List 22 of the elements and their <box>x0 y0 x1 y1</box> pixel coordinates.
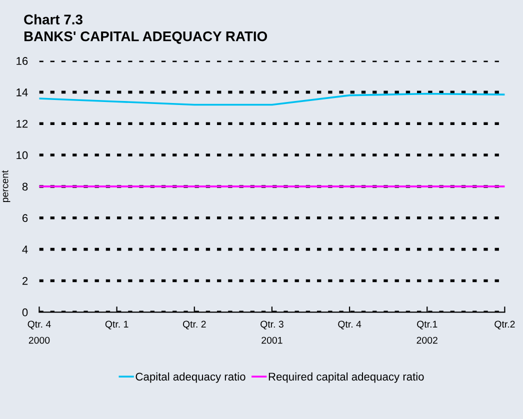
line-series <box>39 92 505 106</box>
chart-subtitle: BANKS' CAPITAL ADEQUACY RATIO <box>24 31 268 44</box>
x-tick-label: Qtr.1 2002 <box>416 320 438 344</box>
x-tick-label: Qtr. 1 <box>105 320 128 330</box>
x-tick-label: Qtr. 4 2000 <box>28 320 51 344</box>
y-tick-label: 10 <box>16 151 28 160</box>
y-tick-label: 8 <box>22 182 28 191</box>
y-tick-label: 6 <box>22 214 28 222</box>
y-tick-label: 4 <box>22 246 28 254</box>
x-tick-label: Qtr. 2 <box>182 320 206 330</box>
x-tick-label: Qtr. 4 <box>338 320 362 330</box>
y-tick-label: 12 <box>16 120 28 128</box>
y-tick-label: 0 <box>22 308 28 316</box>
y-tick-label: 16 <box>16 57 28 65</box>
legend-label: Required capital adequacy ratio <box>268 372 424 383</box>
x-tick-label: Qtr. 3 2001 <box>260 320 284 344</box>
chart-title: Chart 7.3 <box>24 14 82 25</box>
y-axis-title: percent <box>2 170 10 202</box>
x-tick-label: Qtr.2 <box>494 320 515 330</box>
legend-label: Capital adequacy ratio <box>136 372 246 383</box>
y-tick-label: 14 <box>16 88 28 96</box>
y-tick-label: 2 <box>22 276 28 285</box>
